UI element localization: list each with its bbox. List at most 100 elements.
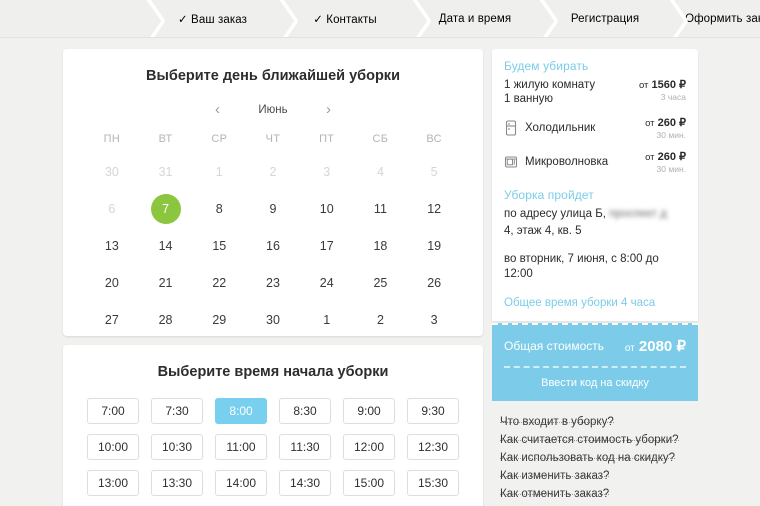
step-contacts[interactable]: ✓ Контакты	[272, 0, 418, 38]
calendar-day-number: 10	[319, 202, 334, 216]
step-registration[interactable]: Регистрация	[535, 0, 675, 38]
time-slot[interactable]: 14:00	[215, 470, 267, 496]
calendar-day-number: 30	[266, 313, 280, 327]
calendar-day[interactable]: 16	[246, 231, 300, 261]
calendar-day-number: 15	[212, 239, 227, 253]
calendar-day[interactable]: 14	[139, 231, 193, 261]
time-slot[interactable]: 12:30	[407, 434, 459, 460]
calendar-day[interactable]: 15	[192, 231, 246, 261]
step-0[interactable]	[0, 0, 152, 38]
total-price-row: Общая стоимость от 2080 ₽	[504, 337, 686, 355]
time-slot[interactable]: 10:00	[87, 434, 139, 460]
calendar-day[interactable]: 25	[354, 268, 408, 298]
order-summary-sidebar: Будем убирать 1 жилую комнату 1 ванную о…	[492, 49, 698, 506]
faq-link[interactable]: Как использовать код на скидку?	[500, 452, 676, 464]
calendar-day[interactable]: 1	[300, 305, 354, 335]
chevron-left-icon[interactable]: ‹	[215, 101, 220, 118]
calendar-day[interactable]: 13	[85, 231, 139, 261]
calendar-day-selected[interactable]: 7	[139, 194, 193, 224]
calendar-day[interactable]: 26	[407, 268, 461, 298]
calendar-day-number: 27	[104, 313, 119, 327]
calendar-day[interactable]: 22	[192, 268, 246, 298]
extra-fridge-label: Холодильник	[525, 122, 596, 134]
calendar-day[interactable]: 21	[139, 268, 193, 298]
calendar-day: 1	[192, 157, 246, 187]
extra-microwave-price-block: от 260 ₽ 30 мин.	[639, 150, 686, 174]
appointment-when: во вторник, 7 июня, с 8:00 до 12:00	[504, 253, 659, 280]
calendar-day[interactable]: 30	[246, 305, 300, 335]
time-slot[interactable]: 11:30	[279, 434, 331, 460]
calendar-day[interactable]: 10	[300, 194, 354, 224]
extra-item-fridge[interactable]: Холодильник от 260 ₽ 30 мин.	[504, 116, 686, 140]
time-slot[interactable]: 15:00	[343, 470, 395, 496]
calendar-day[interactable]: 17	[300, 231, 354, 261]
faq-list: Что входит в уборку? Как считается стоимо…	[492, 416, 698, 506]
rooms-price-block: от 1560 ₽ 3 часа	[633, 78, 686, 102]
calendar-day[interactable]: 20	[85, 268, 139, 298]
promo-code-button[interactable]: Ввести код на скидку	[541, 377, 649, 389]
calendar-day[interactable]: 29	[192, 305, 246, 335]
calendar-day: 5	[407, 157, 461, 187]
calendar-day-number: 1	[323, 313, 331, 327]
calendar-day[interactable]: 19	[407, 231, 461, 261]
extra-microwave-label: Микроволновка	[525, 156, 609, 168]
calendar-day[interactable]: 9	[246, 194, 300, 224]
calendar-day-number: 31	[158, 165, 173, 179]
time-slot[interactable]: 10:30	[151, 434, 203, 460]
step-place-order[interactable]: Оформить заказ	[665, 0, 760, 38]
step-date-time[interactable]: Дата и время	[405, 0, 545, 38]
calendar-weekday: ЧТ	[265, 133, 281, 145]
calendar-day[interactable]: 11	[354, 194, 408, 224]
step-1-label: ✓ Ваш заказ	[178, 14, 247, 26]
rooms-price-prefix: от	[638, 80, 649, 91]
calendar-day[interactable]: 8	[192, 194, 246, 224]
extra-item-microwave[interactable]: Микроволновка от 260 ₽ 30 мин.	[504, 150, 686, 174]
extra-fridge-price-block: от 260 ₽ 30 мин.	[639, 116, 686, 140]
time-slot[interactable]: 13:00	[87, 470, 139, 496]
time-title: Выберите время начала уборки	[157, 364, 389, 380]
time-slot[interactable]: 11:00	[215, 434, 267, 460]
time-slot[interactable]: 9:00	[343, 398, 395, 424]
calendar-day-number: 25	[373, 276, 388, 290]
calendar-day-number: 18	[373, 239, 388, 253]
address-line-1: по адресу улица Б, проспект д	[504, 207, 686, 222]
time-slot[interactable]: 12:00	[343, 434, 395, 460]
page-body: Выберите день ближайшей уборки ‹ Июнь › …	[0, 38, 760, 506]
faq-item: Как считается стоимость уборки?	[500, 434, 698, 457]
calendar-day[interactable]: 23	[246, 268, 300, 298]
chevron-right-icon[interactable]: ›	[326, 101, 331, 118]
extra-fridge-price-value: 260 ₽	[657, 117, 686, 129]
faq-link[interactable]: Как считается стоимость уборки?	[500, 434, 679, 446]
step-your-order[interactable]: ✓ Ваш заказ	[140, 0, 285, 38]
time-slot[interactable]: 14:30	[279, 470, 331, 496]
time-slot-selected[interactable]: 8:00	[215, 398, 267, 424]
time-slot[interactable]: 7:30	[151, 398, 203, 424]
time-slot[interactable]: 15:30	[407, 470, 459, 496]
total-duration: Общее время уборки 4 часа	[504, 297, 656, 309]
calendar-day[interactable]: 12	[407, 194, 461, 224]
time-slot[interactable]: 7:00	[87, 398, 139, 424]
calendar-day[interactable]: 28	[139, 305, 193, 335]
rooms-duration: 3 часа	[660, 92, 686, 102]
calendar-day[interactable]: 18	[354, 231, 408, 261]
calendar-day-number: 7	[150, 194, 181, 224]
total-price-ticket: Общая стоимость от 2080 ₽ Ввести код на …	[492, 323, 698, 401]
faq-link[interactable]: Что входит в уборку?	[500, 416, 614, 428]
faq-link[interactable]: Как отменить заказ?	[500, 488, 610, 500]
time-slot[interactable]: 8:30	[279, 398, 331, 424]
calendar-day[interactable]: 3	[407, 305, 461, 335]
rooms-line-1: 1 жилую комнату	[504, 79, 596, 91]
calendar-day-number: 12	[427, 202, 442, 216]
calendar-card: Выберите день ближайшей уборки ‹ Июнь › …	[63, 49, 483, 364]
calendar-day[interactable]: 24	[300, 268, 354, 298]
time-slot[interactable]: 9:30	[407, 398, 459, 424]
calendar-weekday: ВС	[426, 133, 442, 145]
calendar-day-number: 30	[104, 165, 119, 179]
time-slot[interactable]: 13:30	[151, 470, 203, 496]
step-2-label: ✓ Контакты	[313, 14, 377, 26]
calendar-day[interactable]: 2	[354, 305, 408, 335]
calendar-day[interactable]: 27	[85, 305, 139, 335]
calendar-day-number: 14	[158, 239, 173, 253]
address-line-2: 4, этаж 4, кв. 5	[504, 225, 582, 237]
faq-link[interactable]: Как изменить заказ?	[500, 470, 610, 482]
